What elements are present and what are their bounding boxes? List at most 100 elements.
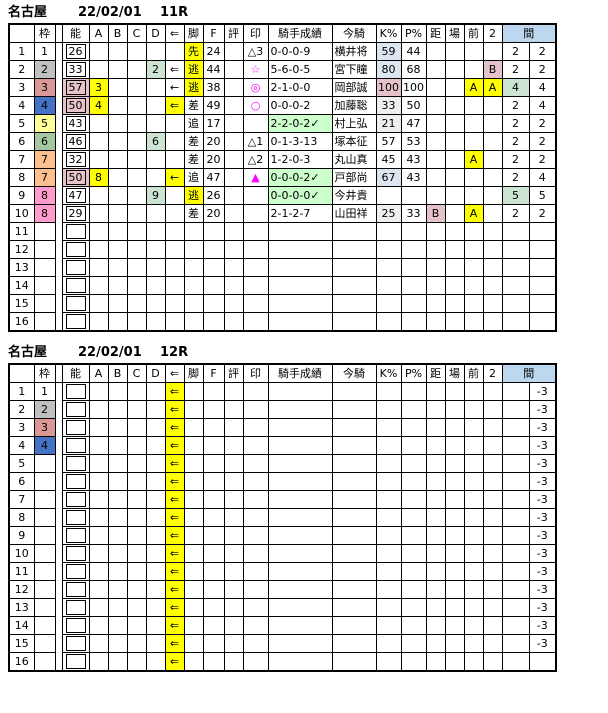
cell-waku[interactable]: 7 [33,168,56,187]
cell-jockey[interactable] [331,258,377,277]
cell-g1[interactable] [501,562,530,581]
col-header-jockey[interactable]: 今騎 [331,363,377,383]
cell-waku[interactable] [33,562,56,581]
cell-g1[interactable] [501,634,530,653]
cell-P[interactable]: 100 [400,78,427,97]
cell-kyo[interactable] [425,490,446,509]
cell-rec[interactable] [267,258,333,277]
cell-two[interactable] [482,580,503,599]
cell-kyaku[interactable] [183,472,204,491]
cell-P[interactable]: 50 [400,96,427,115]
cell-F[interactable] [202,418,225,437]
cell-rec[interactable] [267,276,333,295]
cell-C[interactable] [126,616,147,635]
cell-g1[interactable] [501,472,530,491]
cell-g1[interactable] [501,258,530,277]
cell-P[interactable] [400,222,427,241]
cell-P[interactable]: 43 [400,168,427,187]
cell-P[interactable] [400,544,427,563]
cell-nou[interactable] [61,616,90,635]
cell-g2[interactable]: 5 [528,186,557,205]
cell-C[interactable] [126,508,147,527]
cell-D[interactable] [145,472,166,491]
cell-P[interactable] [400,312,427,332]
cell-A[interactable] [88,186,109,205]
cell-mark[interactable] [242,294,269,313]
cell-two[interactable] [482,312,503,332]
cell-C[interactable] [126,472,147,491]
cell-g1[interactable]: 2 [501,150,530,169]
cell-A[interactable] [88,258,109,277]
cell-kyo[interactable] [425,382,446,401]
cell-D[interactable] [145,508,166,527]
cell-arr[interactable] [164,240,185,259]
cell-F[interactable] [202,240,225,259]
cell-nou[interactable] [61,222,90,241]
col-header-F[interactable]: F [202,363,225,383]
cell-jockey[interactable] [331,472,377,491]
cell-arr[interactable]: ⇐ [164,616,185,635]
cell-kyo[interactable] [425,132,446,151]
cell-B[interactable] [107,258,128,277]
cell-B[interactable] [107,204,128,223]
col-header-B[interactable]: B [107,363,128,383]
cell-rec[interactable]: 0-0-0-2✓ [267,168,333,187]
cell-F[interactable] [202,382,225,401]
cell-jockey[interactable]: 塚本征 [331,132,377,151]
cell-kyo[interactable] [425,454,446,473]
cell-nou[interactable] [61,294,90,313]
cell-g2[interactable]: -3 [528,562,557,581]
cell-num[interactable]: 10 [8,204,35,223]
cell-hyo[interactable] [223,258,244,277]
cell-waku[interactable]: 7 [33,150,56,169]
cell-kyaku[interactable] [183,400,204,419]
cell-A[interactable] [88,652,109,672]
cell-rec[interactable] [267,240,333,259]
cell-g2[interactable] [528,652,557,672]
cell-mark[interactable] [242,114,269,133]
cell-A[interactable] [88,222,109,241]
cell-B[interactable] [107,222,128,241]
cell-kyo[interactable] [425,526,446,545]
cell-B[interactable] [107,526,128,545]
cell-arr[interactable]: ⇐ [164,96,185,115]
cell-hyo[interactable] [223,204,244,223]
cell-B[interactable] [107,490,128,509]
cell-F[interactable]: 44 [202,60,225,79]
cell-hyo[interactable] [223,276,244,295]
cell-C[interactable] [126,526,147,545]
cell-ba[interactable] [444,42,465,61]
cell-ba[interactable] [444,616,465,635]
cell-kyaku[interactable]: 逃 [183,78,204,97]
cell-ba[interactable] [444,454,465,473]
cell-D[interactable] [145,168,166,187]
cell-P[interactable] [400,418,427,437]
cell-P[interactable]: 47 [400,114,427,133]
cell-rec[interactable] [267,634,333,653]
cell-jockey[interactable] [331,294,377,313]
cell-K[interactable]: 100 [375,78,402,97]
cell-rec[interactable] [267,652,333,672]
cell-K[interactable]: 67 [375,168,402,187]
cell-num[interactable]: 14 [8,276,35,295]
cell-rec[interactable] [267,294,333,313]
cell-jockey[interactable] [331,616,377,635]
cell-kyaku[interactable] [183,652,204,672]
cell-mae[interactable] [463,294,484,313]
cell-gap[interactable] [54,562,63,581]
cell-F[interactable]: 47 [202,168,225,187]
cell-mark[interactable] [242,454,269,473]
cell-arr[interactable]: ⇐ [164,490,185,509]
cell-mark[interactable] [242,472,269,491]
cell-P[interactable] [400,454,427,473]
cell-mark[interactable] [242,400,269,419]
cell-ba[interactable] [444,544,465,563]
cell-g2[interactable]: 2 [528,60,557,79]
cell-num[interactable]: 8 [8,508,35,527]
cell-gap[interactable] [54,490,63,509]
cell-B[interactable] [107,312,128,332]
cell-two[interactable] [482,276,503,295]
cell-arr[interactable]: ← [164,78,185,97]
cell-two[interactable] [482,508,503,527]
cell-C[interactable] [126,150,147,169]
